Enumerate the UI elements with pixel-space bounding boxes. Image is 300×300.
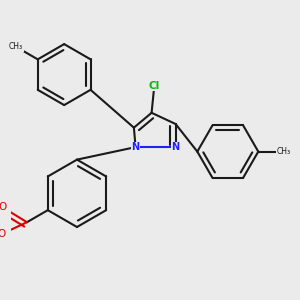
Text: O: O: [0, 229, 5, 239]
Text: Cl: Cl: [149, 81, 160, 91]
Text: N: N: [131, 142, 140, 152]
Text: CH₃: CH₃: [9, 42, 23, 51]
Text: CH₃: CH₃: [276, 147, 290, 156]
Text: O: O: [0, 202, 7, 212]
Text: N: N: [172, 142, 180, 152]
